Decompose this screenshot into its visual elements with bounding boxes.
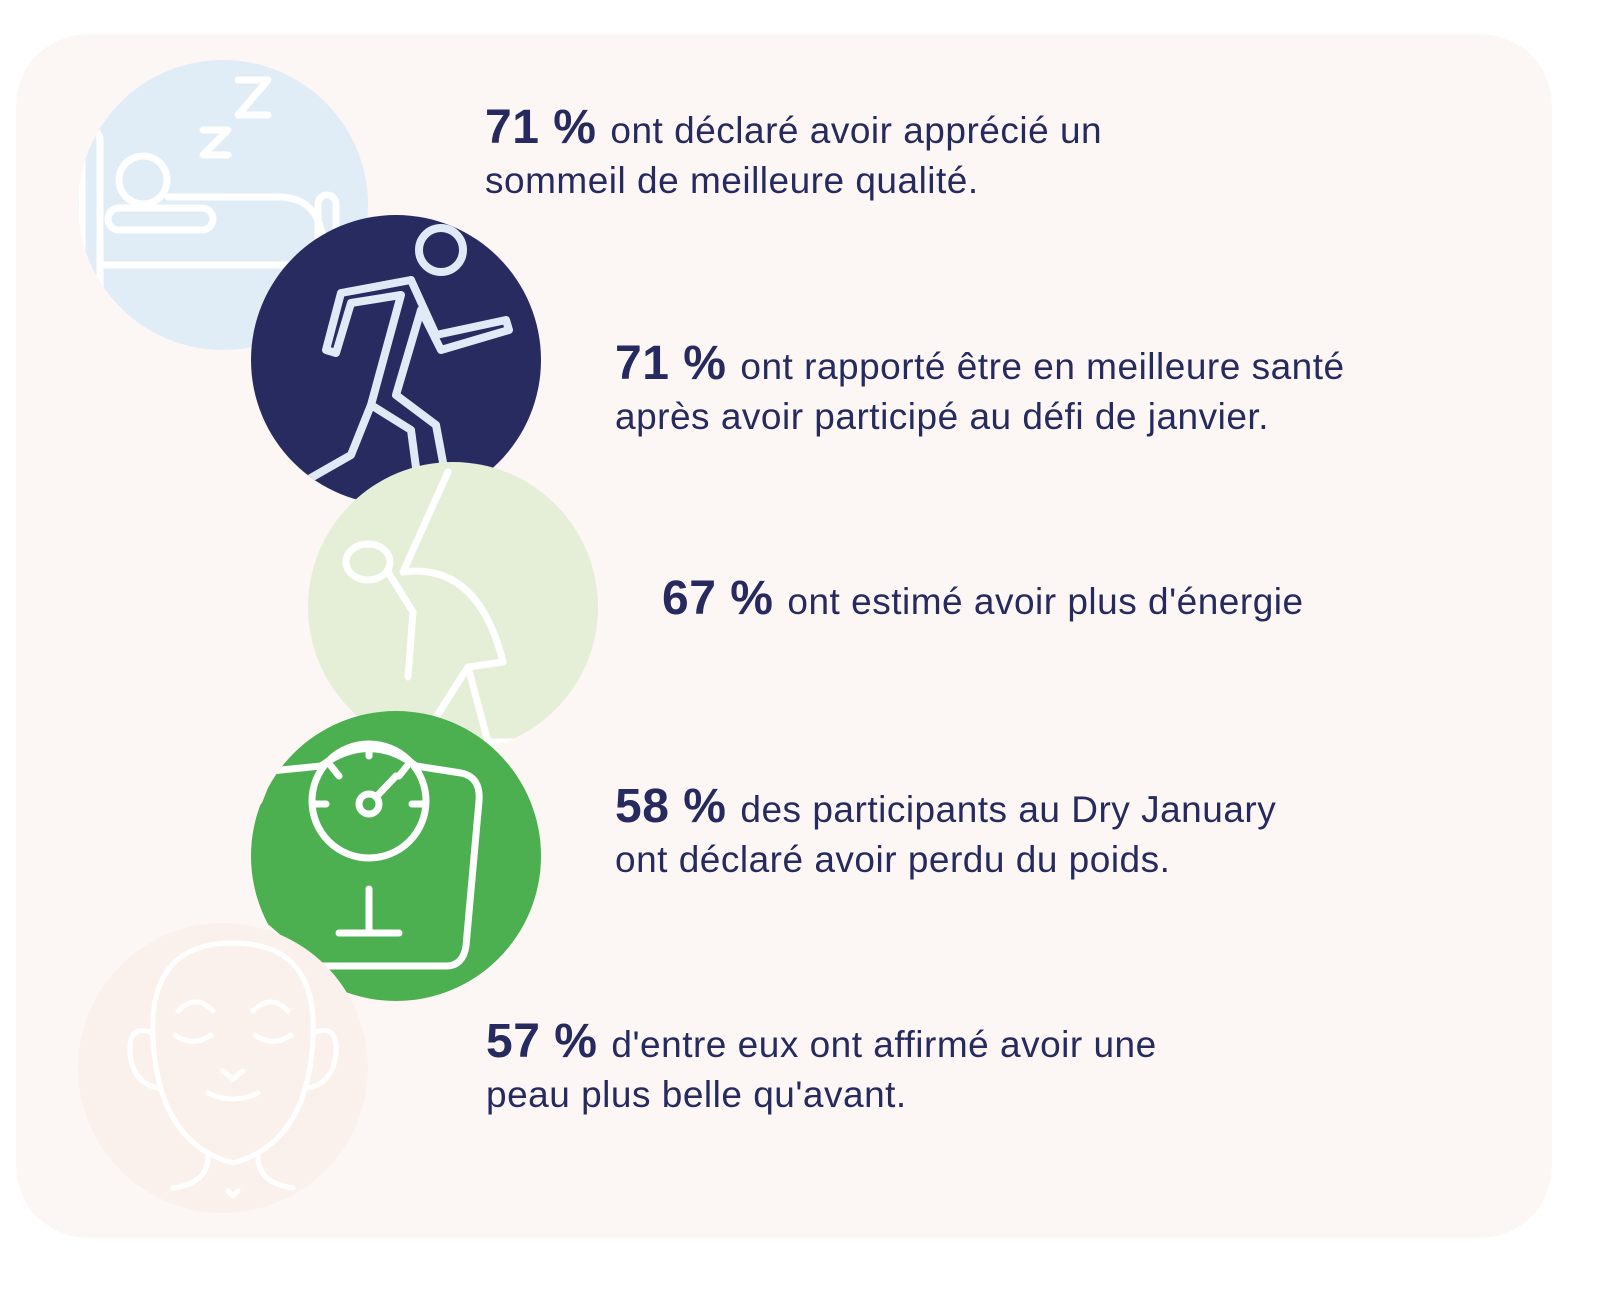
stat-value: 67 % [662,572,774,625]
stat-text: après avoir participé au défi de janvier… [615,396,1269,437]
stat-value: 71 % [485,101,597,154]
stat-text: sommeil de meilleure qualité. [485,160,979,201]
stat-value: 71 % [615,337,727,390]
stat-text: ont rapporté être en meilleure santé [740,346,1345,387]
smiling-face-icon [78,923,368,1213]
stat-text: ont déclaré avoir perdu du poids. [615,839,1171,880]
stat-energy: 67 % ont estimé avoir plus d'énergie [662,574,1304,627]
stat-health: 71 % ont rapporté être en meilleure santé… [615,339,1345,442]
stat-sleep: 71 % ont déclaré avoir apprécié un sommei… [485,103,1102,206]
stat-value: 57 % [486,1015,598,1068]
stat-text: peau plus belle qu'avant. [486,1074,907,1115]
stat-text: d'entre eux ont affirmé avoir une [611,1024,1157,1065]
running-person-icon [251,215,541,505]
stat-text: ont estimé avoir plus d'énergie [787,581,1304,622]
stat-skin: 57 % d'entre eux ont affirmé avoir une pe… [486,1017,1157,1120]
stat-weight: 58 % des participants au Dry January ont … [615,782,1276,885]
stretching-person-icon [308,462,598,752]
stat-text: ont déclaré avoir apprécié un [610,110,1103,151]
stat-text: des participants au Dry January [740,789,1277,830]
stat-value: 58 % [615,780,727,833]
